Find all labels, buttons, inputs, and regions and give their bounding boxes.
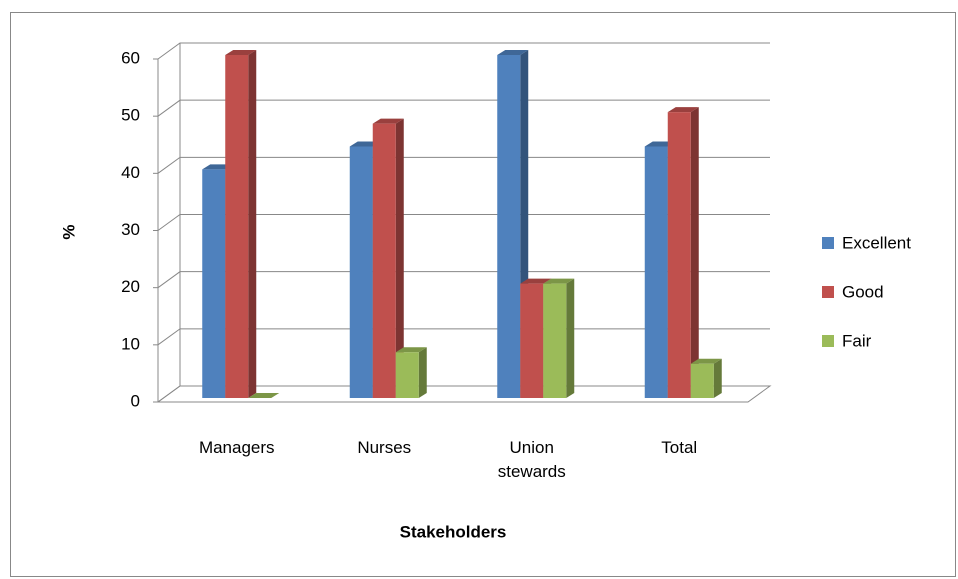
y-tick-label: 30 [121, 220, 140, 239]
x-tick-label: Total [661, 438, 698, 457]
bar-front [667, 112, 691, 399]
bar-side [248, 50, 257, 398]
legend-swatch [822, 335, 834, 347]
bar [395, 347, 427, 398]
x-tick-label: Union stewards [497, 438, 566, 481]
y-tick-label: 40 [121, 163, 140, 182]
y-tick-label: 60 [121, 48, 140, 67]
bar-front [349, 146, 373, 398]
bar-top [248, 393, 280, 398]
legend-label: Fair [842, 331, 872, 350]
x-axis-label: Stakeholders [400, 522, 507, 541]
bar-front [225, 55, 249, 398]
bar-side [395, 118, 404, 398]
bar-top [520, 278, 552, 284]
bar-top [667, 107, 699, 113]
legend-label: Good [842, 282, 884, 301]
grid-line [157, 99, 770, 117]
bar-top [543, 278, 575, 284]
bar-front [644, 146, 668, 398]
bar [372, 118, 404, 398]
bar-side [418, 347, 427, 398]
bar-front [497, 55, 521, 398]
y-axis-label: % [59, 224, 78, 239]
bar-front [372, 123, 396, 398]
bar [543, 278, 575, 398]
y-tick-label: 10 [121, 334, 140, 353]
bar-front [543, 283, 567, 398]
x-tick-label: Managers [198, 438, 275, 457]
bar-top [395, 347, 427, 353]
bar-side [690, 107, 699, 399]
y-tick-label: 0 [131, 391, 140, 410]
bar-front [520, 283, 544, 398]
bar [248, 393, 280, 398]
legend-swatch [822, 286, 834, 298]
bar-top [372, 118, 404, 124]
bar [225, 50, 257, 398]
bar [667, 107, 699, 399]
bar-side [713, 358, 722, 398]
grid-line [157, 271, 770, 289]
y-tick-label: 50 [121, 106, 140, 125]
legend-label: Excellent [842, 233, 911, 252]
bar-top [497, 50, 529, 55]
bar-front [690, 363, 714, 398]
legend-swatch [822, 237, 834, 249]
bar-front [395, 352, 419, 398]
bar-top [225, 50, 257, 55]
bar [690, 358, 722, 398]
y-tick-label: 20 [121, 277, 140, 296]
x-tick-label: Nurses [357, 438, 412, 457]
grid-line [157, 156, 770, 174]
bar-top [690, 358, 722, 364]
bar-side [566, 278, 575, 398]
grid-line [157, 214, 770, 231]
bar-front [202, 169, 226, 398]
grid-line [157, 42, 770, 60]
chart-border [10, 12, 956, 577]
